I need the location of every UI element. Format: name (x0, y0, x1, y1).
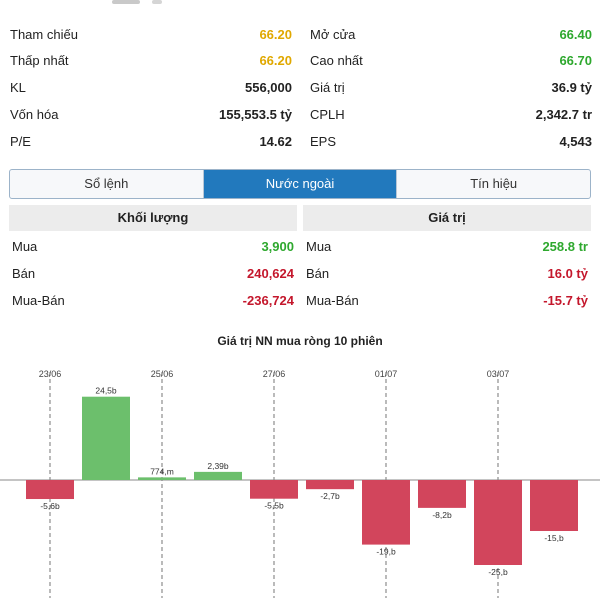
date-label: 23/06 (39, 369, 62, 379)
stat-label: Vốn hóa (10, 107, 59, 122)
stat-value: 66.20 (259, 53, 292, 68)
bar-value-label: -15,b (544, 533, 564, 543)
flow-value: -15.7 tỷ (543, 293, 588, 308)
bar-value-label: -5,6b (40, 501, 60, 511)
flow-label: Bán (12, 266, 36, 281)
stat-value: 556,000 (245, 80, 292, 95)
tab-foreign[interactable]: Nước ngoài (203, 170, 398, 198)
value-panel-header: Giá trị (303, 205, 591, 231)
stat-row-pe: P/E 14.62 (10, 129, 292, 155)
bar-value-label: 24,5b (95, 386, 117, 396)
bar (250, 480, 298, 499)
date-label: 01/07 (375, 369, 398, 379)
stat-label: CPLH (310, 107, 345, 122)
stat-label: Thấp nhất (10, 53, 69, 68)
flow-value: 3,900 (261, 239, 294, 254)
flow-value: 240,624 (247, 266, 294, 281)
bar (138, 477, 186, 480)
chart-title: Giá trị NN mua ròng 10 phiên (217, 334, 383, 348)
stat-row-shares-outstanding: CPLH 2,342.7 tr (310, 102, 592, 128)
bar (306, 480, 354, 490)
flow-value: 16.0 tỷ (547, 266, 588, 281)
bar-value-label: -2,7b (320, 491, 340, 501)
bar-value-label: -8,2b (432, 510, 452, 520)
stat-label: Mở cửa (310, 27, 356, 42)
flow-value: -236,724 (242, 293, 294, 308)
stat-value: 155,553.5 tỷ (218, 107, 292, 122)
flow-label: Mua (12, 239, 38, 254)
value-net-row: Mua-Bán -15.7 tỷ (306, 288, 588, 314)
value-sell-row: Bán 16.0 tỷ (306, 261, 588, 287)
bar-value-label: -25,b (488, 567, 508, 577)
volume-sell-row: Bán 240,624 (12, 261, 294, 287)
volume-panel-header: Khối lượng (9, 205, 297, 231)
bar-value-label: 2,39b (207, 461, 229, 471)
volume-buy-row: Mua 3,900 (12, 234, 294, 260)
bar (194, 471, 242, 480)
flow-label: Mua-Bán (12, 293, 65, 308)
stat-value: 14.62 (259, 134, 292, 149)
date-label: 25/06 (151, 369, 174, 379)
stat-row-open: Mở cửa 66.40 (310, 22, 592, 48)
volume-net-row: Mua-Bán -236,724 (12, 288, 294, 314)
stat-row-volume: KL 556,000 (10, 75, 292, 101)
tab-bar: Sổ lệnh Nước ngoài Tín hiệu (9, 169, 591, 199)
bar (362, 480, 410, 545)
flow-value: 258.8 tr (542, 239, 588, 254)
stat-label: Giá trị (310, 80, 345, 95)
bar (418, 480, 466, 508)
date-label: 03/07 (487, 369, 510, 379)
drag-handle-dot (152, 0, 162, 4)
stat-label: Tham chiếu (10, 27, 78, 42)
bar (530, 480, 578, 531)
tab-order-book[interactable]: Sổ lệnh (10, 170, 204, 198)
stat-label: KL (10, 80, 26, 95)
stat-row-market-cap: Vốn hóa 155,553.5 tỷ (10, 102, 292, 128)
stat-value: 4,543 (559, 134, 592, 149)
stat-label: P/E (10, 134, 31, 149)
bar (82, 396, 130, 480)
stat-row-low: Thấp nhất 66.20 (10, 48, 292, 74)
stat-label: EPS (310, 134, 337, 149)
stat-value: 66.20 (259, 27, 292, 42)
stat-label: Cao nhất (310, 53, 363, 68)
stat-row-eps: EPS 4,543 (310, 129, 592, 155)
bar (474, 480, 522, 565)
drag-handle-bar (112, 0, 140, 4)
bar-value-label: -5,5b (264, 501, 284, 511)
bar-value-label: 774,m (150, 466, 174, 476)
bar-value-label: -19,b (376, 547, 396, 557)
stat-value: 66.40 (559, 27, 592, 42)
flow-label: Mua (306, 239, 332, 254)
stat-row-value: Giá trị 36.9 tỷ (310, 75, 592, 101)
stat-row-high: Cao nhất 66.70 (310, 48, 592, 74)
stat-value: 36.9 tỷ (551, 80, 592, 95)
flow-label: Mua-Bán (306, 293, 359, 308)
stat-row-reference: Tham chiếu 66.20 (10, 22, 292, 48)
stat-value: 2,342.7 tr (535, 107, 592, 122)
tab-signals[interactable]: Tín hiệu (470, 176, 518, 191)
flow-label: Bán (306, 266, 330, 281)
top-drag-handle[interactable] (0, 0, 600, 14)
date-label: 27/06 (263, 369, 286, 379)
bar (26, 480, 74, 500)
value-buy-row: Mua 258.8 tr (306, 234, 588, 260)
stat-value: 66.70 (559, 53, 592, 68)
net-foreign-value-chart: 23/06 25/06 27/06 01/07 03/07 -5,6b 24,5b 774,m… (0, 369, 600, 598)
